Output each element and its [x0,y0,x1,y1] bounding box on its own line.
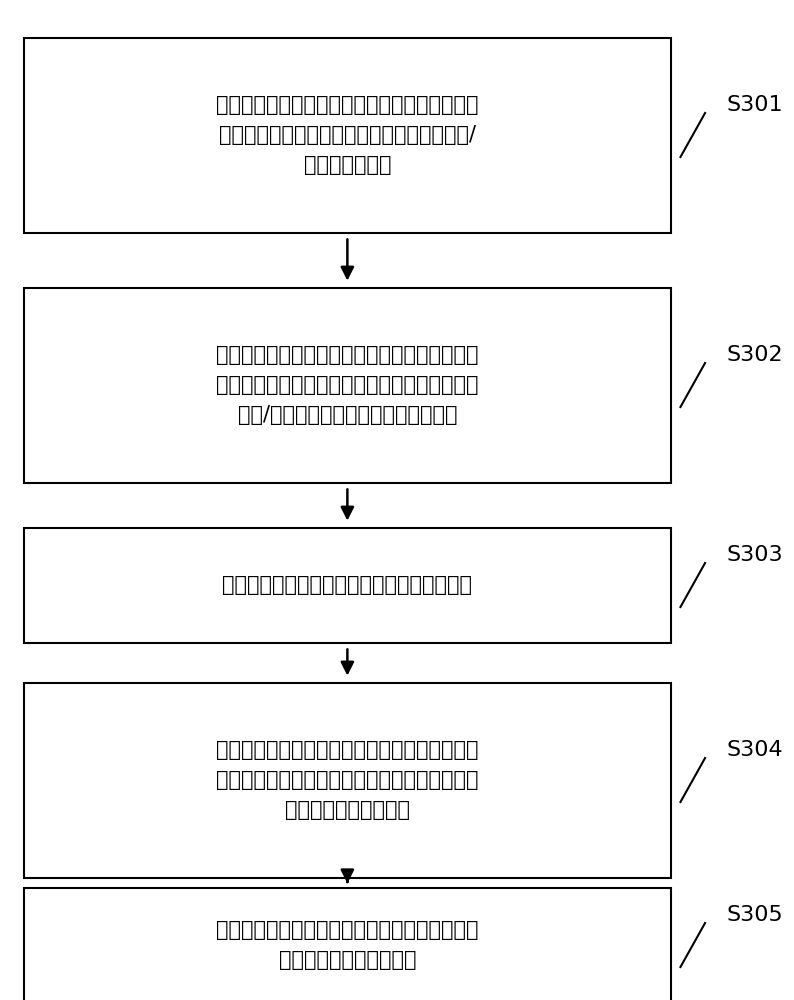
Bar [24,528,671,643]
Text: 将轮胎监测数据传输至控制平台，并进行提示: 将轮胎监测数据传输至控制平台，并进行提示 [222,575,472,595]
Text: S301: S301 [727,95,783,115]
Text: 判断轮胎监测数据是否满足预定条件，其中，预
定条件至少包括：轮胎压力数据超出第一预定范
围和/或轮胎温度数据超出第二预定范围: 判断轮胎监测数据是否满足预定条件，其中，预 定条件至少包括：轮胎压力数据超出第一… [216,345,479,425]
Text: 基于获取到的车辆的行驶状态图像和轮胎监测数
据，确定轮胎的故障类型: 基于获取到的车辆的行驶状态图像和轮胎监测数 据，确定轮胎的故障类型 [216,920,479,970]
Text: S303: S303 [727,545,783,565]
Bar [24,888,671,1000]
Text: 通过无线方式接收来自车辆的轮胎监测数据，其
中，轮胎监测数据至少包括：轮胎压力数据和/
或轮胎温度数据: 通过无线方式接收来自车辆的轮胎监测数据，其 中，轮胎监测数据至少包括：轮胎压力数… [216,95,479,175]
Bar [24,288,671,483]
Text: S304: S304 [727,740,783,760]
Text: S305: S305 [727,905,783,925]
Text: S302: S302 [727,345,783,365]
Bar [24,682,671,878]
Text: 在轮胎监测数据满足预定条件的情况下，检测车
辆的当前状态，基于当前状态发送预警信息，获
取车辆的行驶状态图像: 在轮胎监测数据满足预定条件的情况下，检测车 辆的当前状态，基于当前状态发送预警信… [216,740,479,820]
Bar [24,37,671,232]
